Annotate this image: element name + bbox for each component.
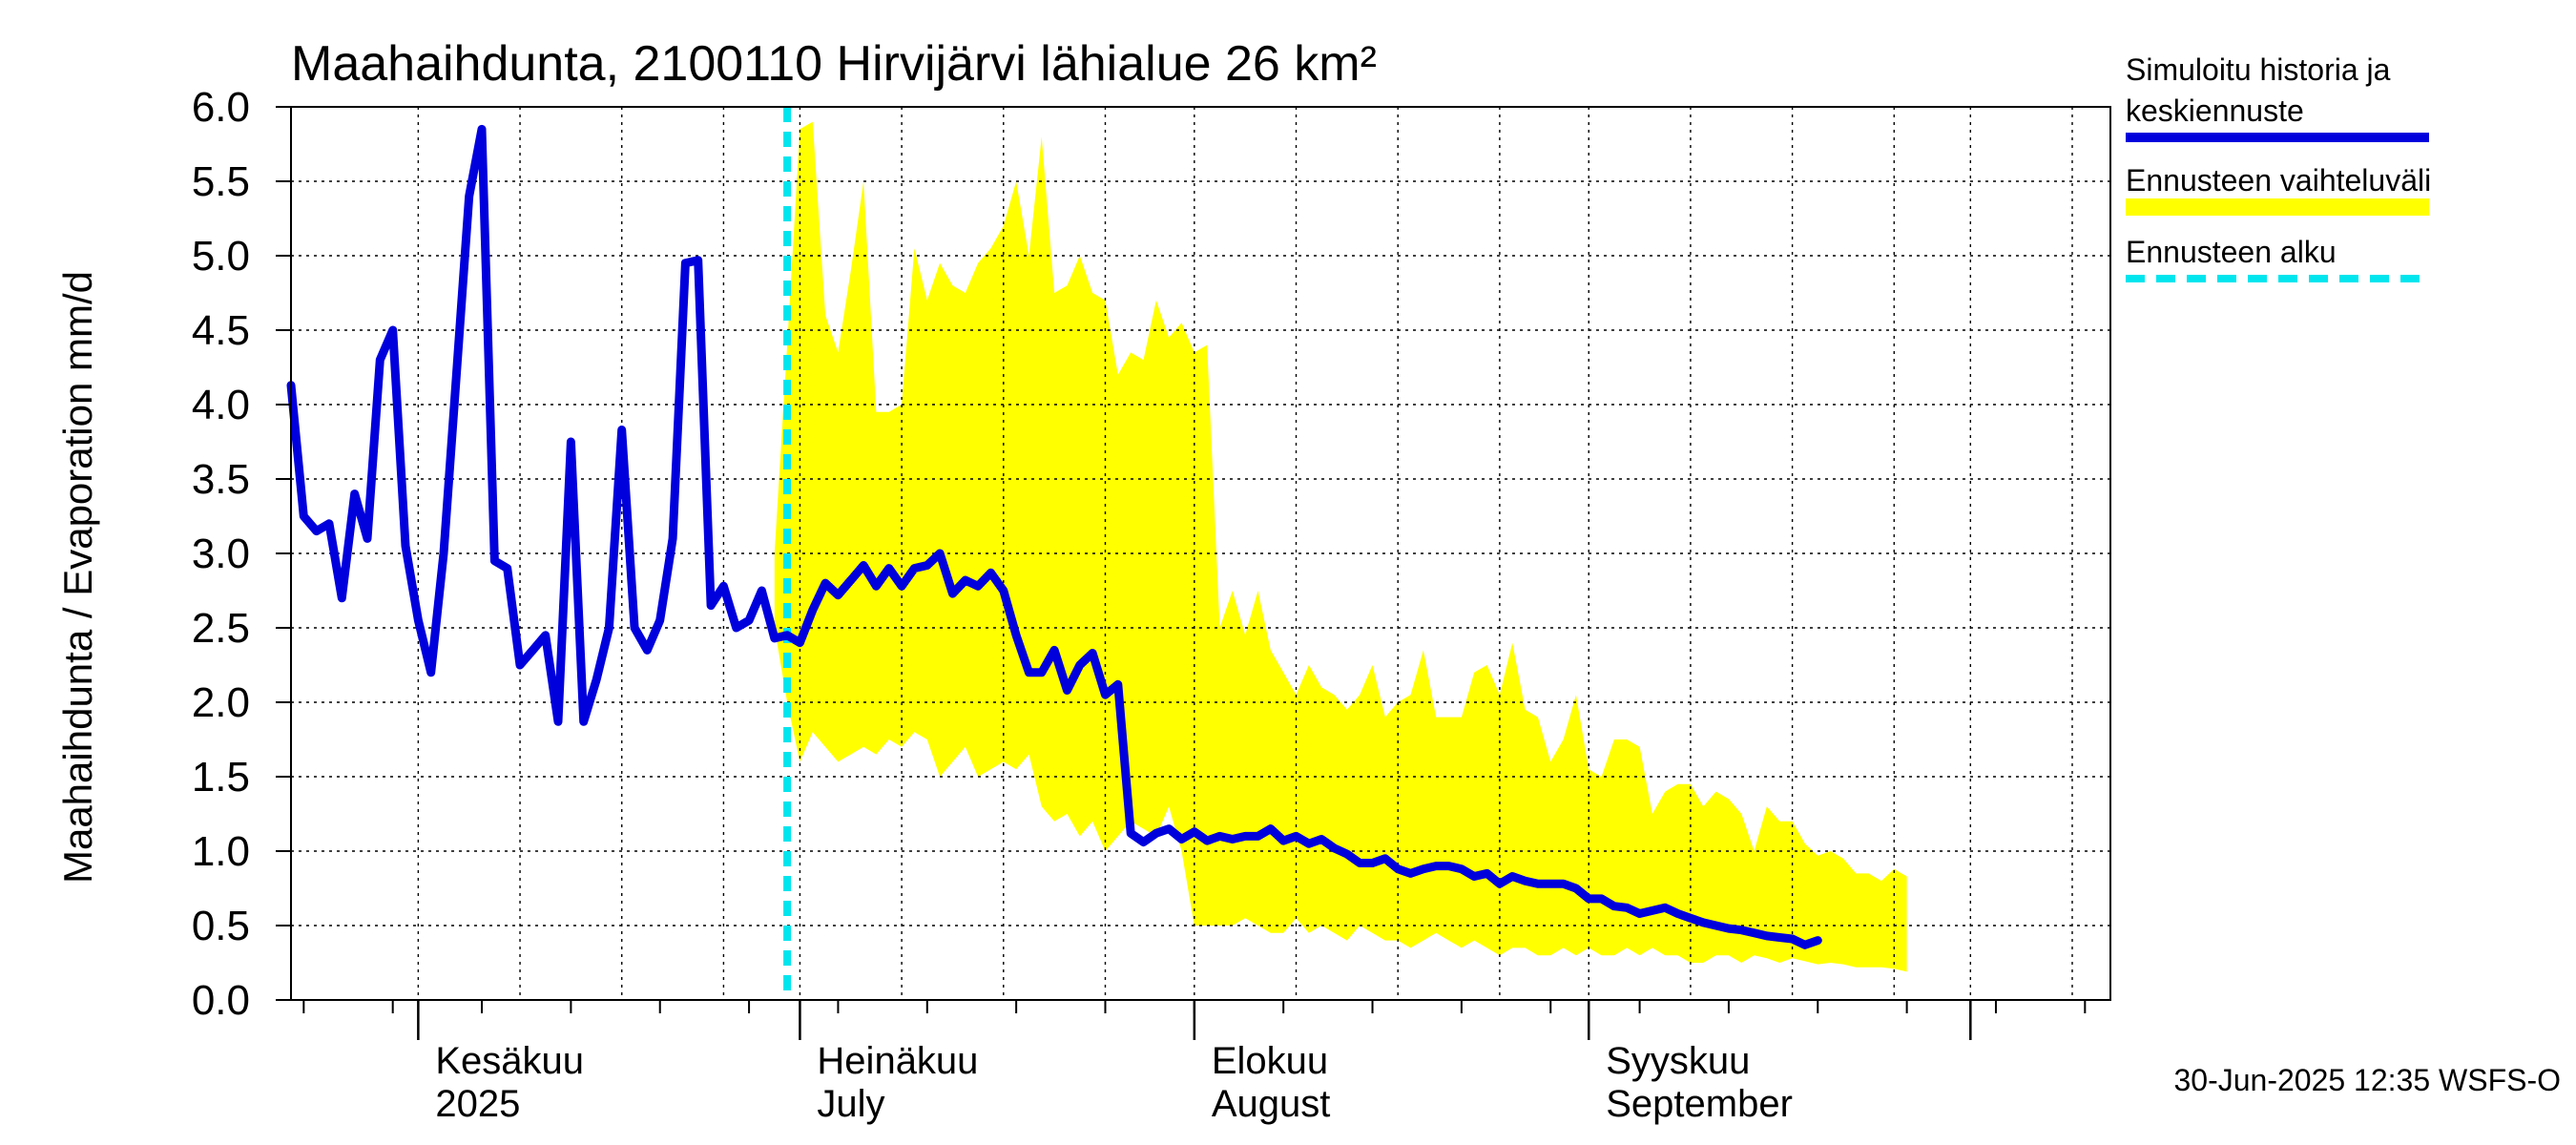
x-month-label: Heinäkuu xyxy=(817,1040,978,1082)
simulated-series-line xyxy=(286,124,1822,949)
y-tick-label: 6.0 xyxy=(192,84,250,131)
series-layer xyxy=(286,107,1822,1000)
legend-label-simulated: Simuloitu historia ja xyxy=(2126,52,2391,87)
x-month-sublabel: July xyxy=(817,1083,884,1125)
y-tick-label: 0.0 xyxy=(192,977,250,1024)
plot-frame xyxy=(290,106,2111,1001)
y-tick-label: 5.0 xyxy=(192,233,250,280)
x-month-sublabel: August xyxy=(1212,1083,1331,1125)
y-tick-label: 5.5 xyxy=(192,158,250,205)
chart-title: Maahaihdunta, 2100110 Hirvijärvi lähialu… xyxy=(291,36,1377,92)
y-tick-label: 4.0 xyxy=(192,382,250,428)
forecast-band-layer xyxy=(774,121,1907,972)
forecast-range-band xyxy=(774,121,1907,972)
legend: Simuloitu historia ja keskiennuste Ennus… xyxy=(2126,52,2431,282)
y-tick-label: 3.5 xyxy=(192,456,250,503)
y-tick-label: 3.0 xyxy=(192,531,250,577)
y-axis-label: Maahaihdunta / Evaporation mm/d xyxy=(55,271,100,884)
legend-label-simulated-2: keskiennuste xyxy=(2126,94,2304,128)
y-tick-label: 0.5 xyxy=(192,903,250,949)
y-tick-label: 1.0 xyxy=(192,828,250,875)
y-tick-label: 1.5 xyxy=(192,754,250,801)
footer-timestamp: 30-Jun-2025 12:35 WSFS-O xyxy=(2173,1063,2561,1097)
x-month-label: Kesäkuu xyxy=(435,1040,584,1082)
x-month-label: Elokuu xyxy=(1212,1040,1328,1082)
legend-label-range: Ennusteen vaihteluväli xyxy=(2126,163,2431,198)
x-month-label: Syyskuu xyxy=(1606,1040,1750,1082)
axis-layer: 0.0 0.5 1.0 1.5 2.0 2.5 3.0 3.5 4.0 4.5 5.0 5.5 6.0 K… xyxy=(192,84,2111,1125)
y-tick-label: 4.5 xyxy=(192,307,250,354)
y-tick-label: 2.5 xyxy=(192,605,250,652)
x-month-sublabel: 2025 xyxy=(435,1083,520,1125)
x-month-sublabel: September xyxy=(1606,1083,1793,1125)
y-tick-label: 2.0 xyxy=(192,679,250,726)
grid-layer xyxy=(291,107,2110,1000)
legend-label-forecast-start: Ennusteen alku xyxy=(2126,235,2337,269)
